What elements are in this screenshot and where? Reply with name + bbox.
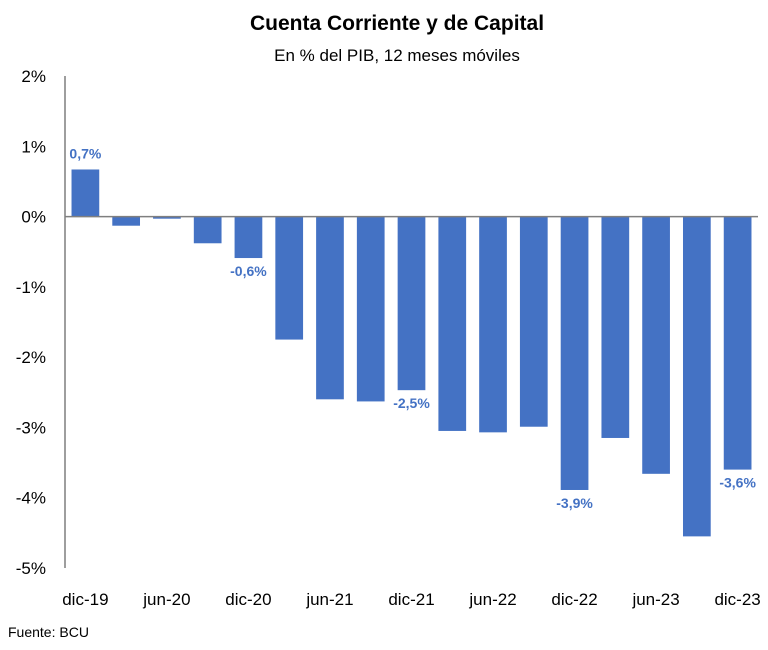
bar — [112, 216, 141, 226]
data-labels: 0,7% -0,6% -2,5% -3,9% -3,6% — [69, 145, 756, 511]
y-tick-label: 2% — [21, 67, 46, 86]
y-tick-label: -4% — [16, 489, 46, 508]
bar — [153, 216, 181, 219]
x-tick-label: dic-20 — [225, 590, 271, 609]
bar — [642, 216, 670, 474]
y-tick-label: -1% — [16, 278, 46, 297]
chart-subtitle: En % del PIB, 12 meses móviles — [274, 46, 520, 65]
y-tick-label: -2% — [16, 348, 46, 367]
x-tick-label: dic-22 — [551, 590, 597, 609]
bar — [193, 216, 222, 244]
data-label: -3,6% — [719, 475, 756, 491]
bar — [71, 169, 100, 217]
bar — [397, 216, 426, 391]
y-axis-ticks: 2% 1% 0% -1% -2% -3% -4% -5% — [16, 67, 46, 578]
bar — [560, 216, 589, 490]
x-tick-label: jun-22 — [468, 590, 516, 609]
x-tick-label: dic-23 — [714, 590, 760, 609]
chart-title: Cuenta Corriente y de Capital — [250, 12, 544, 35]
y-tick-label: 0% — [21, 208, 46, 227]
data-label: -3,9% — [556, 495, 593, 511]
bar — [438, 216, 467, 431]
bar — [519, 216, 548, 427]
data-label: 0,7% — [69, 145, 101, 161]
source-note: Fuente: BCU — [8, 624, 89, 640]
bars — [71, 169, 752, 537]
bar — [723, 216, 752, 470]
bar — [601, 216, 630, 438]
bar — [356, 216, 385, 402]
y-tick-label: 1% — [21, 137, 46, 156]
y-tick-label: -3% — [16, 418, 46, 437]
x-tick-label: dic-19 — [62, 590, 108, 609]
x-tick-label: jun-21 — [305, 590, 353, 609]
bar — [275, 216, 304, 340]
x-axis-ticks: dic-19 jun-20 dic-20 jun-21 dic-21 jun-22 dic-… — [62, 590, 761, 609]
x-tick-label: jun-20 — [142, 590, 190, 609]
bar — [316, 216, 344, 400]
data-label: -0,6% — [230, 263, 267, 279]
data-label: -2,5% — [393, 395, 430, 411]
x-tick-label: dic-21 — [388, 590, 434, 609]
bar — [682, 216, 711, 537]
x-tick-label: jun-23 — [631, 590, 679, 609]
y-tick-label: -5% — [16, 559, 46, 578]
bar — [234, 216, 263, 259]
bar — [479, 216, 507, 433]
